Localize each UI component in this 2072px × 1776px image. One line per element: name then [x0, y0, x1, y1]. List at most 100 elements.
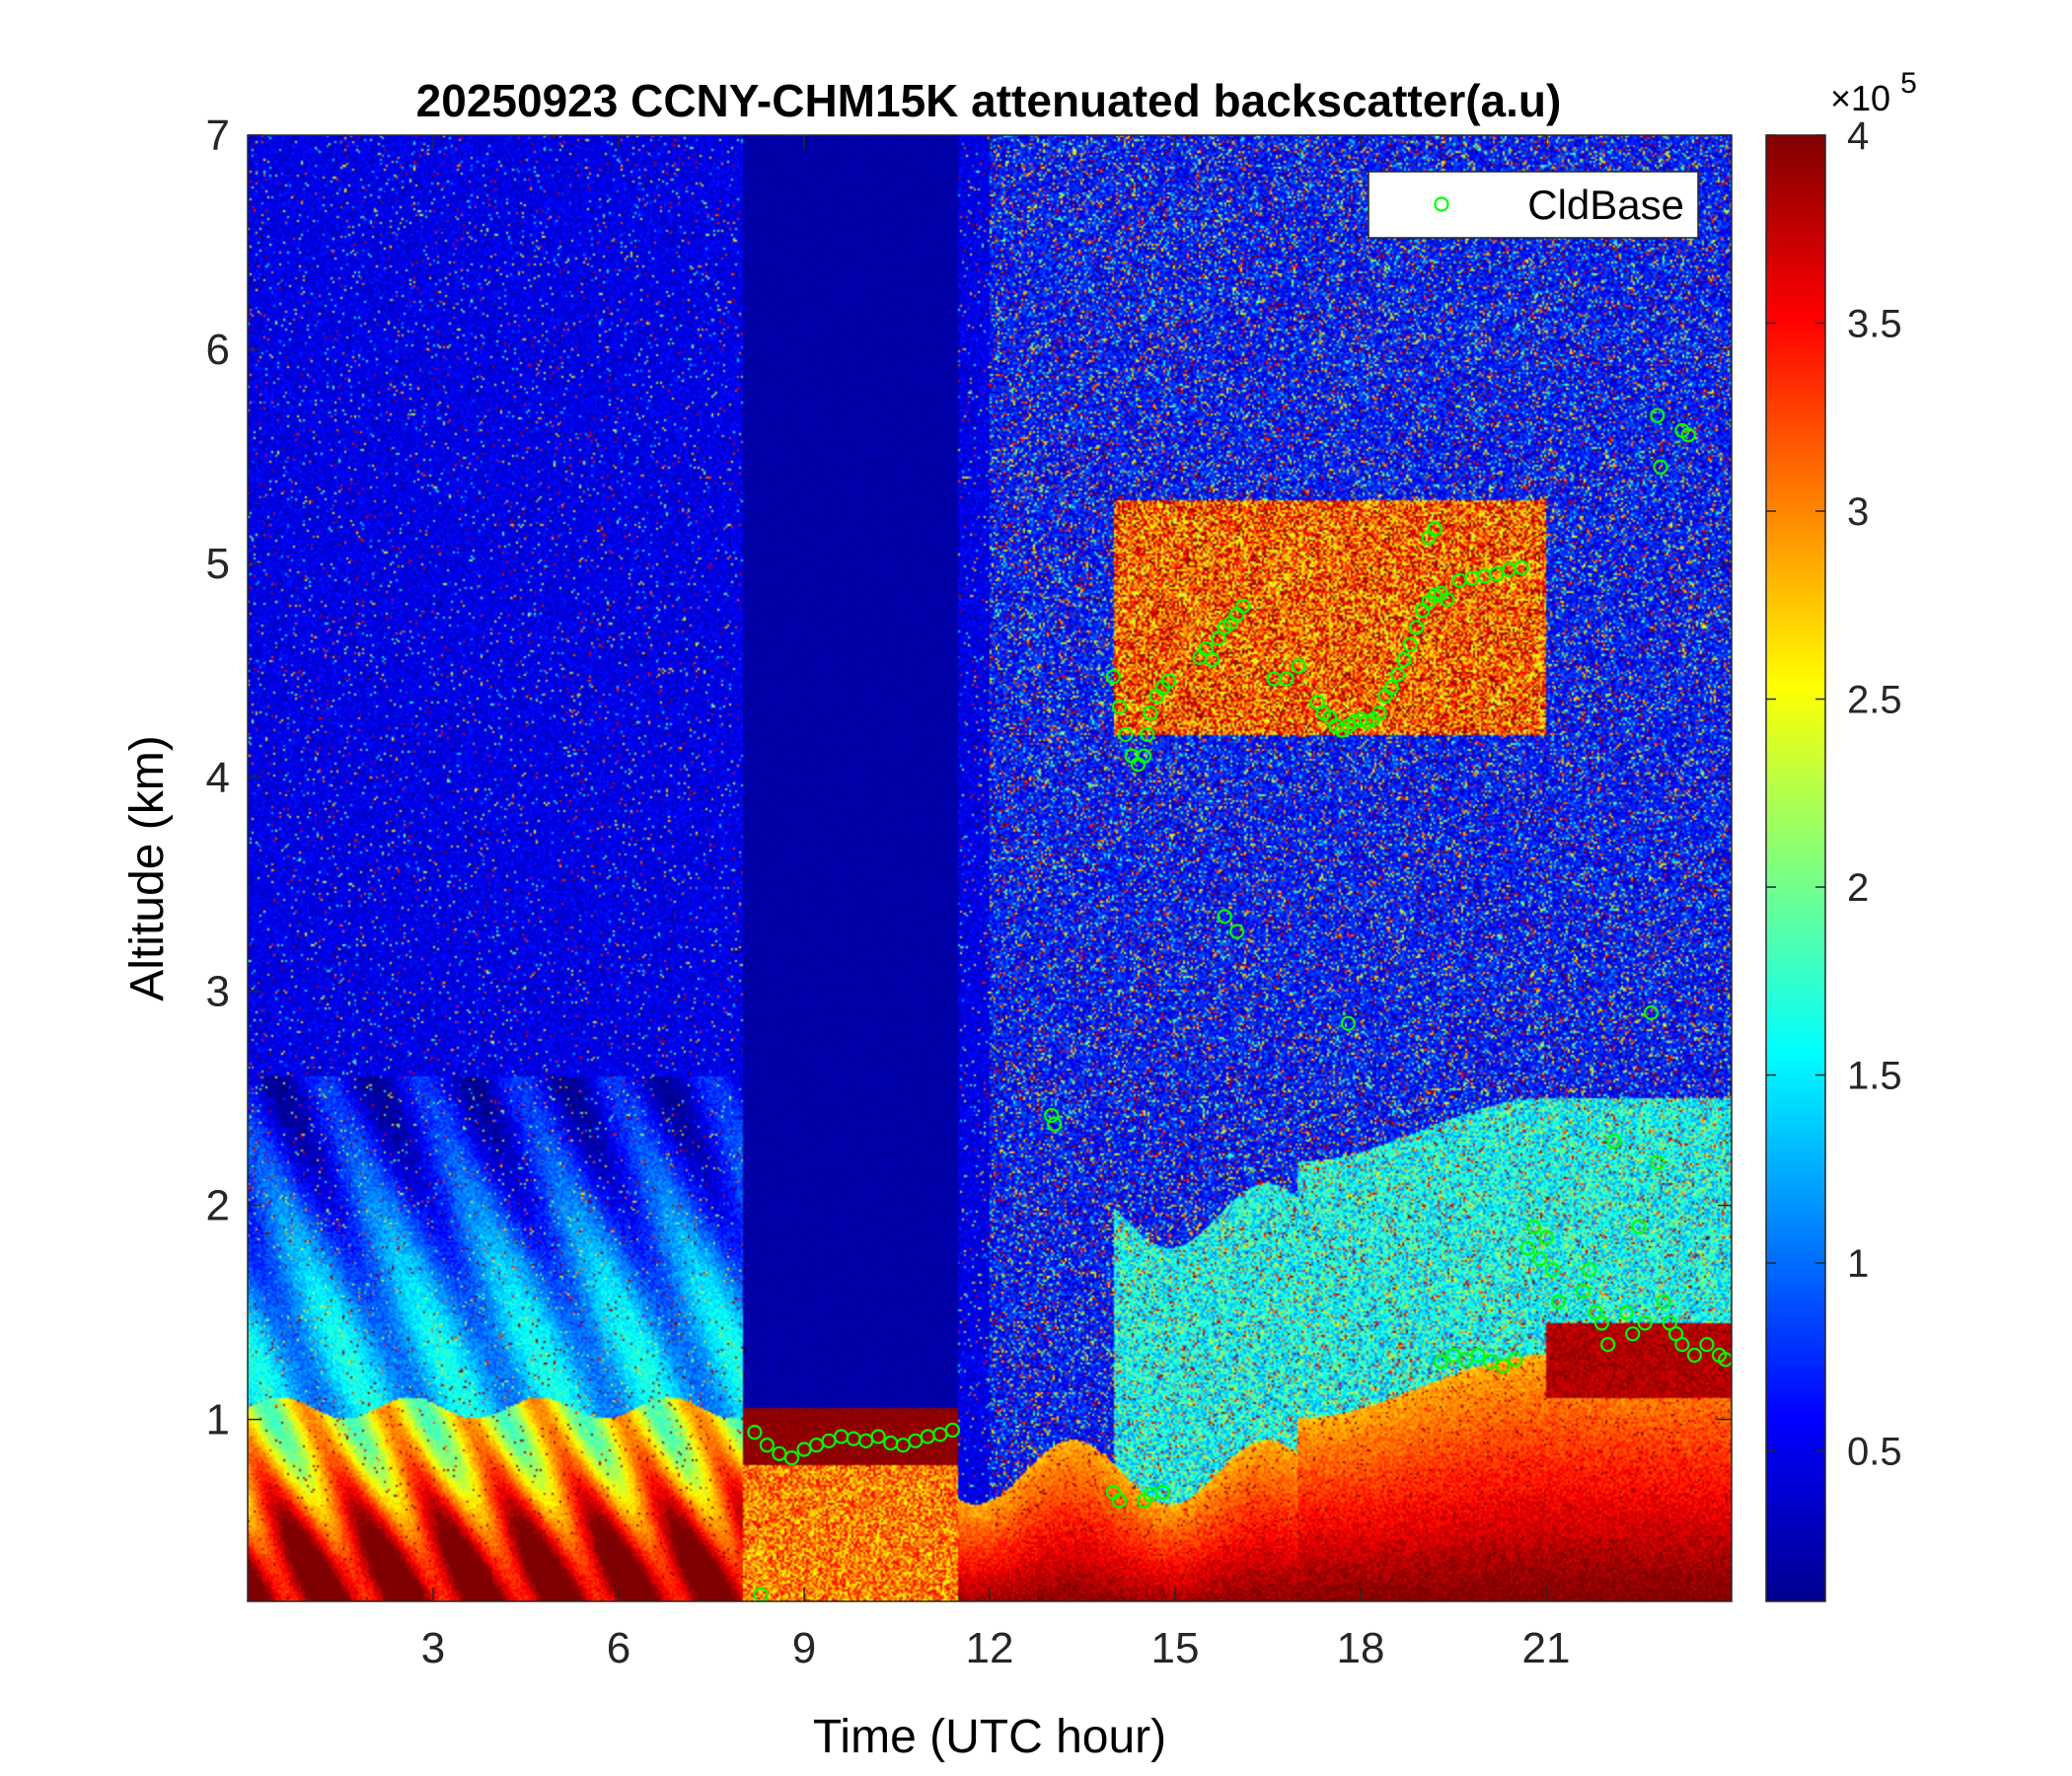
- cloud-base-point: [1593, 1315, 1610, 1331]
- cloud-base-point: [1235, 598, 1251, 614]
- cloud-base-point: [1105, 669, 1121, 685]
- colorbar-tick-label: 2.5: [1847, 679, 1902, 722]
- cloud-base-point: [944, 1422, 961, 1439]
- cloud-base-point: [783, 1450, 800, 1466]
- x-axis: 3 6 9 12 15 18 21: [421, 135, 1571, 1672]
- colorbar-tick-label: 0.5: [1847, 1431, 1902, 1474]
- x-tick-label: 6: [607, 1624, 630, 1672]
- cloud-base-point: [1525, 1219, 1542, 1234]
- cloud-base-point: [1389, 667, 1406, 683]
- cloud-base-point: [1211, 630, 1226, 646]
- legend: CldBase: [1368, 171, 1699, 239]
- colorbar-tick-label: 3.5: [1847, 303, 1902, 346]
- cloud-base-point: [1544, 1262, 1560, 1278]
- cloud-base-point: [1433, 1354, 1449, 1369]
- cloud-base-point: [1662, 1315, 1677, 1331]
- cloud-base-point: [1618, 1304, 1635, 1320]
- cloud-base-point: [1680, 427, 1696, 443]
- cloud-base-point: [1606, 1133, 1622, 1149]
- cloud-base-point: [1309, 695, 1325, 710]
- colorbar-multiplier: ×10 5: [1830, 67, 1917, 118]
- cloud-base-point: [1143, 705, 1158, 721]
- legend-marker-icon: [1434, 196, 1449, 212]
- colorbar-scale: [1765, 134, 1826, 1602]
- colorbar-multiplier-exponent: 5: [1900, 67, 1917, 100]
- x-tick-label: 3: [421, 1624, 445, 1672]
- cloud-base-point: [1643, 1004, 1660, 1021]
- cloud-base-point: [1198, 641, 1214, 657]
- cloud-base-point: [1111, 1493, 1128, 1509]
- cloud-base-point: [1588, 1304, 1603, 1320]
- cloud-base-point: [1508, 1352, 1523, 1368]
- y-tick-label: 7: [206, 111, 230, 160]
- cloud-base-series: [747, 407, 1732, 1601]
- cloud-base-point: [1582, 1262, 1597, 1278]
- y-tick-label: 3: [206, 968, 230, 1016]
- cloud-base-point: [1137, 748, 1152, 764]
- cloud-base-point: [870, 1429, 886, 1444]
- cloud-base-point: [1532, 1251, 1548, 1267]
- cloud-base-point: [1538, 1229, 1554, 1245]
- cloud-base-point: [1111, 699, 1128, 714]
- cloud-base-point: [1575, 1283, 1591, 1299]
- y-tick-label: 2: [206, 1182, 230, 1230]
- cloud-base-point: [1699, 1337, 1715, 1353]
- legend-entry-cldbase: CldBase: [1527, 182, 1684, 228]
- cloud-base-point: [1161, 673, 1177, 689]
- cloud-base-point: [1396, 651, 1412, 668]
- cloud-base-point: [1667, 1326, 1684, 1342]
- cloud-base-point: [1217, 909, 1232, 925]
- x-tick-label: 15: [1151, 1624, 1200, 1672]
- cloud-base-point: [1686, 1347, 1703, 1364]
- legend-box: [1368, 171, 1699, 239]
- y-tick-label: 4: [206, 754, 230, 802]
- colorbar-tick-label: 4: [1847, 114, 1869, 158]
- cloud-base-point: [1656, 1294, 1671, 1309]
- cloud-base-point: [1631, 1219, 1647, 1234]
- cloud-base-point: [1495, 1358, 1511, 1373]
- cloud-base-point: [1514, 559, 1529, 575]
- plot-area: [247, 134, 1733, 1602]
- backscatter-heatmap: [248, 135, 1732, 1601]
- cloud-base-point: [1674, 1337, 1690, 1353]
- cloud-base-point: [1140, 726, 1155, 743]
- y-tick-label: 6: [206, 326, 230, 374]
- cloud-base-point: [747, 1425, 763, 1441]
- cloud-base-point: [1229, 924, 1245, 939]
- cloud-base-point: [1291, 658, 1306, 674]
- cloud-base-point: [1279, 671, 1295, 687]
- cloud-base-point: [1519, 1240, 1535, 1256]
- x-tick-label: 12: [966, 1624, 1014, 1672]
- cloud-base-point: [1650, 1154, 1665, 1170]
- colorbar: 0.5 1 1.5 2 2.5 3 3.5 4 ×10 5: [1765, 67, 1917, 1602]
- y-axis: 1 2 3 4 5 6 7: [206, 111, 1732, 1444]
- colorbar-tick-label: 1: [1847, 1242, 1869, 1286]
- cloud-base-point: [1637, 1315, 1653, 1331]
- cloud-base-point: [1653, 459, 1668, 475]
- x-tick-label: 9: [792, 1624, 816, 1672]
- cloud-base-point: [1470, 1347, 1486, 1364]
- cloud-base-point: [1650, 407, 1665, 423]
- cloud-base-point: [1154, 1484, 1171, 1500]
- cloud-base-point: [1600, 1337, 1616, 1353]
- cloud-base-point: [1718, 1352, 1732, 1368]
- colorbar-multiplier-base: ×10: [1830, 78, 1890, 118]
- cloud-base-point: [1625, 1326, 1641, 1342]
- cloud-base-point: [1359, 713, 1374, 730]
- cloud-base-point: [1440, 592, 1455, 608]
- cloud-base-point: [1047, 1116, 1063, 1132]
- colorbar-tick-label: 1.5: [1847, 1055, 1902, 1098]
- y-tick-label: 1: [206, 1396, 230, 1444]
- cloud-base-point: [1044, 1107, 1060, 1124]
- x-tick-label: 18: [1337, 1624, 1385, 1672]
- y-tick-label: 5: [206, 540, 230, 588]
- x-tick-label: 21: [1522, 1624, 1571, 1672]
- cloud-base-point: [1118, 726, 1134, 743]
- chart-title: 20250923 CCNY-CHM15K attenuated backscat…: [416, 75, 1562, 126]
- y-axis-label: Altitude (km): [121, 735, 174, 1000]
- colorbar-tick-label: 3: [1847, 490, 1869, 534]
- colorbar-tick-label: 2: [1847, 866, 1869, 910]
- cloud-base-point: [1340, 1015, 1357, 1031]
- x-axis-label: Time (UTC hour): [813, 1711, 1166, 1763]
